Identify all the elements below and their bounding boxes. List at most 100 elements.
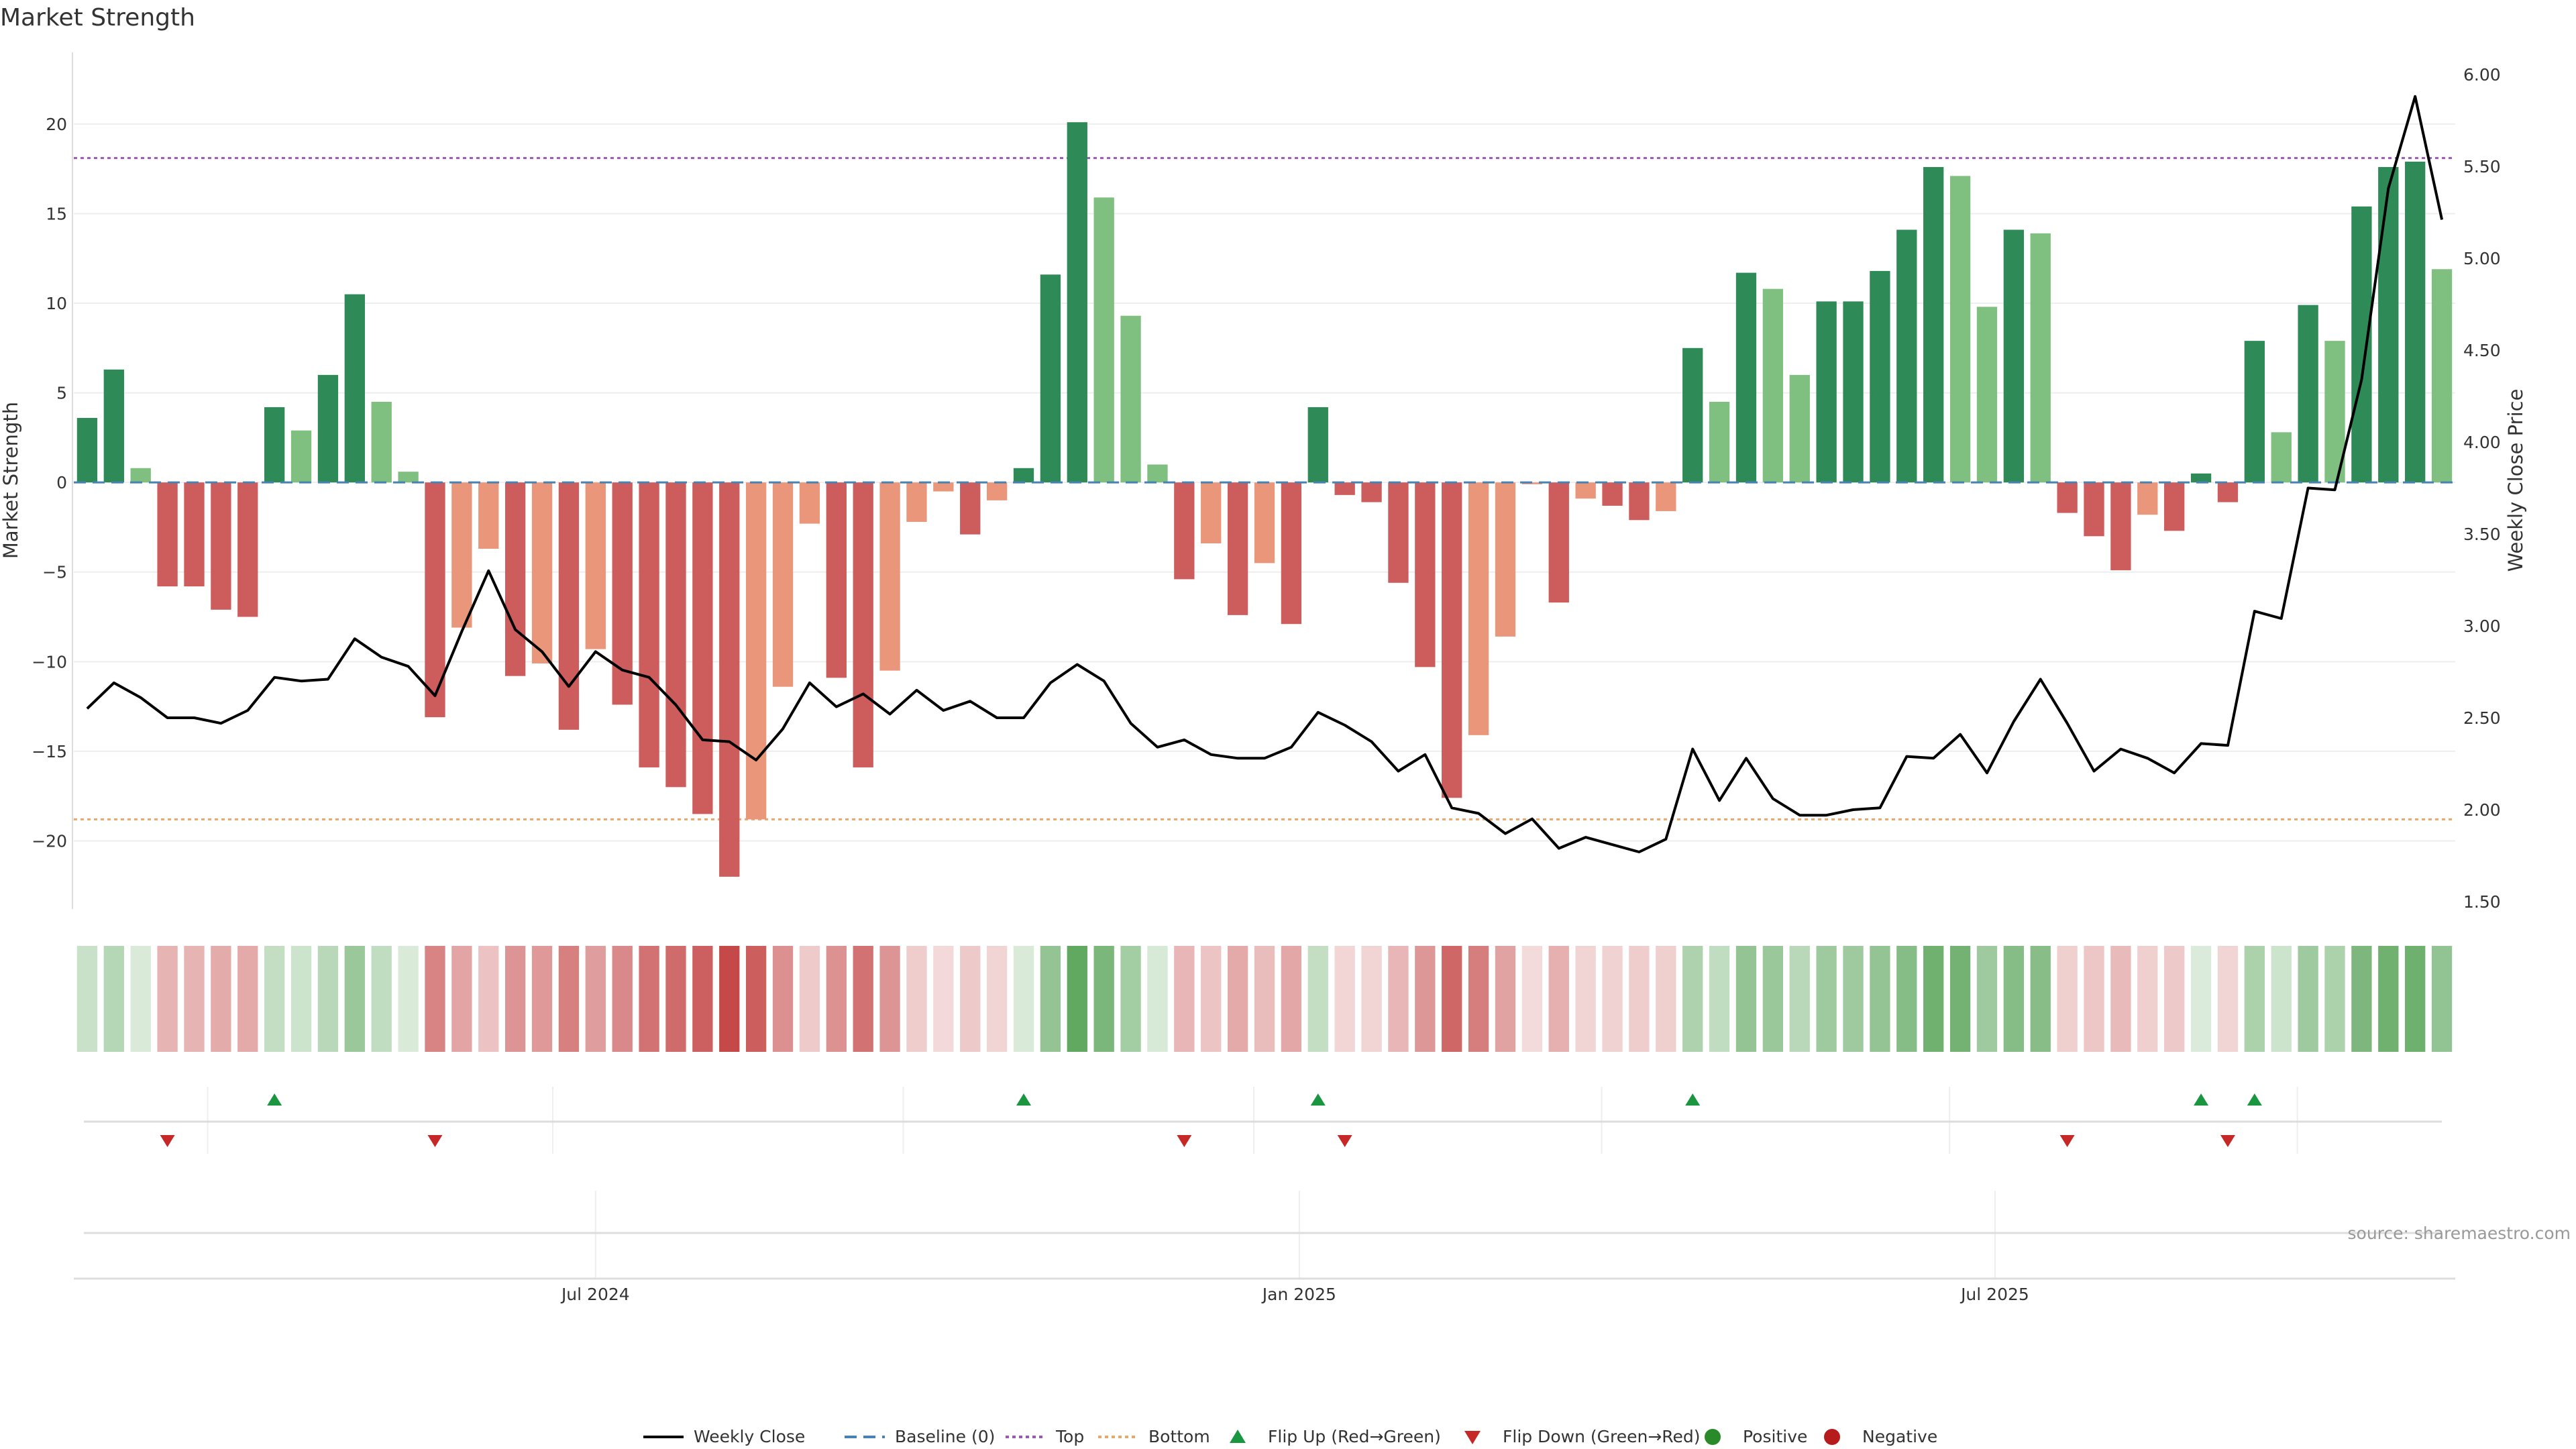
- heat-cell: [2030, 946, 2051, 1052]
- strength-bar: [692, 482, 713, 814]
- strength-bar: [1093, 197, 1114, 483]
- heat-cell: [184, 946, 205, 1052]
- strength-bar: [2110, 482, 2131, 571]
- flip-up-marker: [2247, 1093, 2262, 1106]
- flip-down-marker: [2059, 1135, 2075, 1147]
- heat-cell: [2137, 946, 2158, 1052]
- heat-cell: [2190, 946, 2212, 1052]
- strength-bar: [1843, 301, 1864, 483]
- heat-cell: [799, 946, 820, 1052]
- strength-bar: [1040, 274, 1061, 483]
- legend-swatch-negative: [1824, 1429, 1840, 1445]
- strength-bar: [745, 482, 767, 820]
- heat-cell: [2378, 946, 2399, 1052]
- heat-cell: [826, 946, 847, 1052]
- heat-cell: [2324, 946, 2345, 1052]
- y2-tick-label: 5.00: [2463, 249, 2501, 268]
- heat-cell: [558, 946, 580, 1052]
- strength-bar: [290, 430, 312, 483]
- strength-bar: [1949, 176, 1971, 483]
- strength-bar: [585, 482, 606, 649]
- strength-bar: [1120, 315, 1141, 483]
- heat-cell: [425, 946, 445, 1052]
- heat-cell: [1388, 946, 1409, 1052]
- flip-markers-panel: [84, 1087, 2442, 1154]
- heat-cell: [1843, 946, 1864, 1052]
- y2-tick-label: 5.50: [2463, 157, 2501, 176]
- y-tick-label: −5: [42, 563, 67, 582]
- heat-cell: [2003, 946, 2025, 1052]
- legend-label: Positive: [1743, 1427, 1807, 1446]
- heat-cell: [1816, 946, 1837, 1052]
- strength-bar: [2351, 206, 2372, 483]
- heat-cell: [1067, 946, 1087, 1052]
- strength-bar: [1789, 374, 1810, 483]
- heat-cell: [1013, 946, 1034, 1052]
- heat-cell: [639, 946, 659, 1052]
- strength-bar: [1870, 270, 1890, 483]
- heat-cell: [1682, 946, 1703, 1052]
- heat-cell: [1442, 946, 1462, 1052]
- strength-bar: [1468, 482, 1489, 735]
- y-tick-label: 0: [56, 473, 67, 492]
- y-tick-label: 15: [46, 204, 67, 223]
- heat-cell: [317, 946, 339, 1052]
- strength-bar: [2164, 482, 2185, 531]
- heat-cell: [1361, 946, 1382, 1052]
- y2-tick-label: 3.50: [2463, 525, 2501, 544]
- heat-cell: [1976, 946, 1998, 1052]
- heat-cell: [2271, 946, 2292, 1052]
- y-tick-label: 5: [56, 384, 67, 403]
- strength-bar: [2217, 482, 2239, 502]
- heat-cell: [2217, 946, 2239, 1052]
- heat-cell: [371, 946, 392, 1052]
- heat-cell: [1281, 946, 1302, 1052]
- strength-bar: [317, 374, 339, 483]
- strength-bar: [986, 482, 1008, 500]
- strength-bar: [1013, 468, 1034, 483]
- heat-cell: [504, 946, 526, 1052]
- strength-bar: [772, 482, 794, 687]
- strength-bar: [130, 468, 151, 483]
- strength-bar: [1254, 482, 1275, 564]
- heat-cell: [1709, 946, 1730, 1052]
- x-tick-label: Jul 2025: [1960, 1285, 2029, 1304]
- strength-bar: [1334, 482, 1355, 495]
- heat-cell: [1521, 946, 1543, 1052]
- heat-cell: [76, 946, 98, 1052]
- legend-item: Negative: [1824, 1427, 1937, 1446]
- strength-bar: [2084, 482, 2104, 537]
- heat-cell: [960, 946, 981, 1052]
- weekly-close-line: [86, 95, 2444, 853]
- strength-bar: [665, 482, 686, 788]
- strength-bar: [264, 407, 285, 483]
- heat-cell: [612, 946, 633, 1052]
- strength-bar: [1388, 482, 1409, 583]
- strength-bar: [344, 294, 365, 483]
- legend-label: Baseline (0): [895, 1427, 995, 1446]
- heat-cell: [478, 946, 499, 1052]
- y2-tick-label: 4.00: [2463, 433, 2501, 452]
- strength-bar: [211, 482, 231, 610]
- strength-bars: [76, 122, 2453, 877]
- heat-cell: [1896, 946, 1917, 1052]
- strength-bar: [2030, 233, 2051, 483]
- heat-cell: [2057, 946, 2078, 1052]
- heat-cell: [1147, 946, 1168, 1052]
- y-tick-label: −20: [32, 831, 67, 851]
- heat-cell: [2110, 946, 2131, 1052]
- heat-cell: [906, 946, 927, 1052]
- y2-tick-label: 2.00: [2463, 800, 2501, 820]
- legend-item: Flip Up (Red→Green): [1230, 1427, 1441, 1446]
- y2-tick-label: 6.00: [2463, 65, 2501, 85]
- strength-bar: [237, 482, 258, 617]
- heat-cell: [853, 946, 873, 1052]
- heat-cell: [130, 946, 151, 1052]
- heat-cell: [290, 946, 312, 1052]
- flip-up-marker: [1685, 1093, 1701, 1106]
- heat-cell: [344, 946, 365, 1052]
- strength-bar: [103, 369, 124, 483]
- heat-cell: [2431, 946, 2453, 1052]
- heat-cell: [692, 946, 713, 1052]
